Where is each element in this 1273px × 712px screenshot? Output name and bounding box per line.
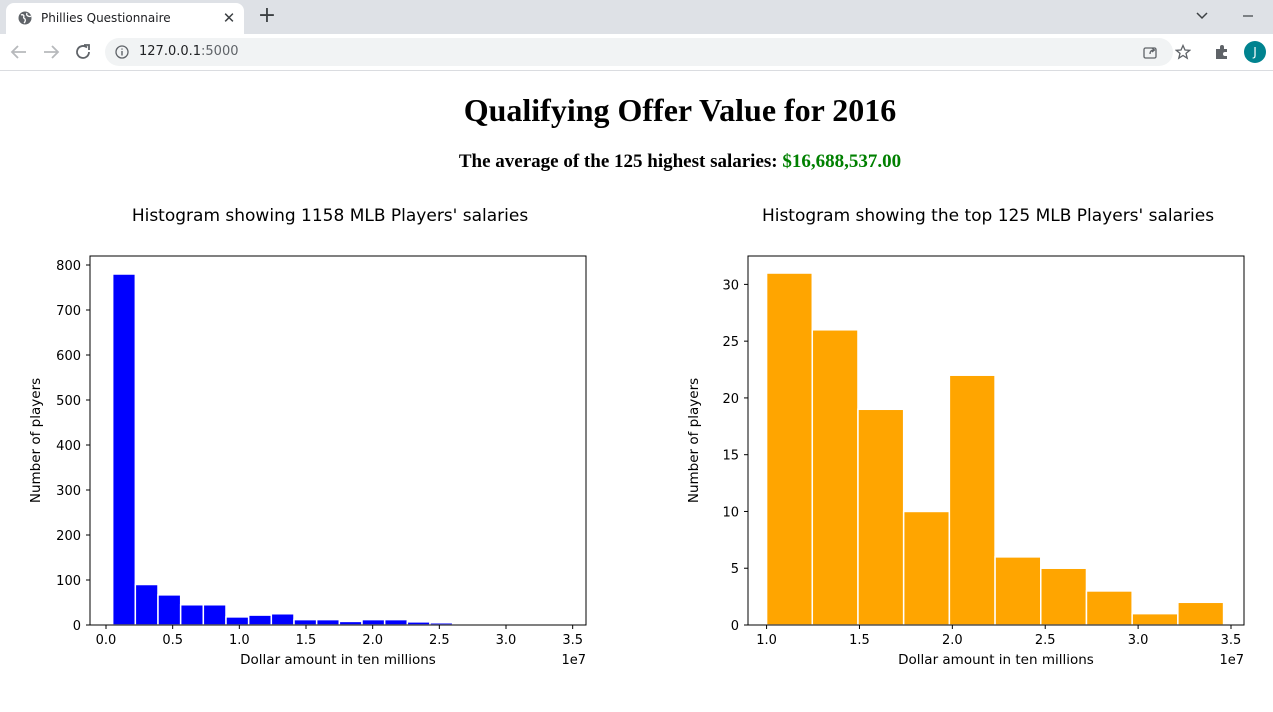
y-tick-label: 25 xyxy=(722,335,739,350)
histogram-bar xyxy=(857,408,905,626)
page-title: Qualifying Offer Value for 2016 xyxy=(463,92,897,128)
x-axis-label: Dollar amount in ten millions xyxy=(898,652,1094,668)
reload-icon[interactable] xyxy=(72,41,94,63)
x-tick-label: 0.5 xyxy=(162,633,183,648)
subtitle-label: The average of the 125 highest salaries: xyxy=(458,151,778,172)
y-tick-label: 100 xyxy=(56,574,81,589)
y-tick-label: 30 xyxy=(722,278,739,293)
x-tick-label: 3.0 xyxy=(496,633,517,648)
histogram-bar xyxy=(587,623,613,626)
histogram-bar xyxy=(338,620,363,626)
x-tick-label: 3.5 xyxy=(1221,633,1242,648)
y-tick-label: 10 xyxy=(722,505,739,520)
y-tick-label: 20 xyxy=(722,392,739,407)
x-tick-label: 3.5 xyxy=(562,633,583,648)
histogram-bar xyxy=(202,604,227,626)
x-tick-label: 0.0 xyxy=(96,633,117,648)
subtitle-amount: $16,688,537.00 xyxy=(782,151,902,172)
x-axis-offset-label: 1e7 xyxy=(561,653,586,668)
y-tick-label: 5 xyxy=(731,562,739,577)
plot-frame xyxy=(747,255,1245,626)
tab-close-icon[interactable]: ✕ xyxy=(222,9,236,27)
y-tick-label: 600 xyxy=(56,349,81,364)
chart-title: Histogram showing the top 125 MLB Player… xyxy=(762,206,1214,226)
x-tick-label: 2.5 xyxy=(1035,633,1056,648)
x-tick-label: 1.0 xyxy=(229,633,250,648)
y-axis-label: Number of players xyxy=(686,378,702,503)
histogram-all-players: Histogram showing 1158 MLB Players' sala… xyxy=(28,206,613,668)
forward-arrow-icon[interactable] xyxy=(40,41,62,63)
y-tick-label: 700 xyxy=(56,304,81,319)
histogram-bar xyxy=(179,604,205,626)
url-text: 127.0.0.1:5000 xyxy=(139,44,239,59)
histogram-bar xyxy=(293,618,318,626)
back-arrow-icon[interactable] xyxy=(8,41,30,63)
histogram-bar xyxy=(270,613,295,626)
page-subtitle: The average of the 125 highest salaries:… xyxy=(0,151,1273,173)
extensions-puzzle-icon[interactable] xyxy=(1213,43,1231,61)
x-tick-label: 1.5 xyxy=(849,633,870,648)
x-tick-label: 2.5 xyxy=(429,633,450,648)
x-tick-label: 2.0 xyxy=(362,633,383,648)
x-axis-label: Dollar amount in ten millions xyxy=(240,652,436,668)
tab-search-chevron-icon[interactable] xyxy=(1192,6,1212,26)
url-port: :5000 xyxy=(201,44,239,59)
histogram-bar xyxy=(1131,612,1179,626)
histogram-bar xyxy=(361,618,386,626)
browser-tab-strip: Phillies Questionnaire ✕ + xyxy=(0,0,1273,34)
chart-title: Histogram showing 1158 MLB Players' sala… xyxy=(132,206,529,226)
x-tick-label: 1.0 xyxy=(756,633,777,648)
y-axis-label: Number of players xyxy=(28,378,44,503)
info-icon[interactable] xyxy=(115,45,129,59)
y-tick-label: 500 xyxy=(56,394,81,409)
x-axis-offset-label: 1e7 xyxy=(1219,653,1244,668)
profile-avatar[interactable]: J xyxy=(1244,41,1266,63)
x-tick-label: 2.0 xyxy=(942,633,963,648)
histogram-bar xyxy=(383,618,409,626)
histogram-bar xyxy=(765,272,814,626)
histogram-bar xyxy=(225,616,250,626)
histogram-bar xyxy=(134,583,159,626)
histogram-bar xyxy=(1085,590,1133,626)
histogram-bar xyxy=(1040,567,1088,626)
histogram-bar xyxy=(811,329,859,626)
y-tick-label: 15 xyxy=(722,449,739,464)
x-tick-label: 1.5 xyxy=(296,633,317,648)
y-tick-label: 200 xyxy=(56,529,81,544)
globe-icon xyxy=(18,11,32,25)
url-host: 127.0.0.1 xyxy=(139,44,202,59)
minimize-icon[interactable] xyxy=(1238,6,1258,26)
browser-toolbar: 127.0.0.1:5000 J xyxy=(0,34,1273,71)
histogram-bar xyxy=(948,374,996,626)
histogram-bar xyxy=(1177,601,1225,626)
address-bar[interactable]: 127.0.0.1:5000 xyxy=(105,38,1191,66)
y-tick-label: 300 xyxy=(56,484,81,499)
histogram-bar xyxy=(157,594,182,626)
histogram-bar xyxy=(994,556,1042,626)
x-tick-label: 3.0 xyxy=(1128,633,1149,648)
bookmark-star-icon[interactable] xyxy=(1175,44,1191,60)
share-icon[interactable] xyxy=(1142,44,1158,60)
histogram-bar xyxy=(902,510,951,626)
y-tick-label: 400 xyxy=(56,439,81,454)
histogram-top-125-players: Histogram showing the top 125 MLB Player… xyxy=(686,206,1245,668)
plot-frame xyxy=(89,255,587,626)
y-tick-label: 800 xyxy=(56,259,81,274)
y-tick-label: 0 xyxy=(731,619,739,634)
histogram-bar xyxy=(247,614,273,626)
browser-tab[interactable]: Phillies Questionnaire ✕ xyxy=(6,3,244,34)
new-tab-icon[interactable]: + xyxy=(257,3,277,28)
y-tick-label: 0 xyxy=(73,619,81,634)
histogram-bar xyxy=(111,273,137,626)
histogram-bar xyxy=(315,618,341,626)
tab-title: Phillies Questionnaire xyxy=(41,11,171,25)
